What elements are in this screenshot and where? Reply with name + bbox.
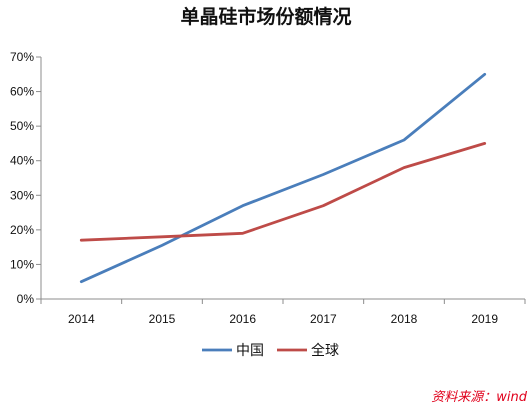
y-tick-label: 50% <box>10 119 34 133</box>
y-tick-label: 10% <box>10 257 34 271</box>
y-tick-label: 0% <box>17 292 35 306</box>
series-line-1 <box>79 72 487 284</box>
plot-area <box>79 72 487 284</box>
x-tick-label: 2017 <box>310 312 337 326</box>
series-line-2 <box>79 141 487 242</box>
x-tick-label: 2016 <box>229 312 256 326</box>
source-note: 资料来源：wind <box>431 390 527 405</box>
y-tick-label: 70% <box>10 50 34 64</box>
y-axis: 0% 10% 20% 30% 40% 50% 60% 70% <box>10 50 42 306</box>
x-axis: 2014 2015 2016 2017 2018 2019 <box>40 298 526 326</box>
y-tick-label: 40% <box>10 154 34 168</box>
legend-label-2: 全球 <box>311 342 339 359</box>
legend: 中国 全球 <box>202 342 339 359</box>
x-tick-label: 2018 <box>391 312 418 326</box>
x-tick-label: 2015 <box>149 312 176 326</box>
y-tick-label: 20% <box>10 223 34 237</box>
x-tick-label: 2019 <box>471 312 498 326</box>
y-tick-label: 60% <box>10 85 34 99</box>
chart-title: 单晶硅市场份额情况 <box>180 5 351 28</box>
x-tick-label: 2014 <box>68 312 95 326</box>
legend-label-1: 中国 <box>236 343 264 359</box>
y-tick-label: 30% <box>10 188 34 202</box>
